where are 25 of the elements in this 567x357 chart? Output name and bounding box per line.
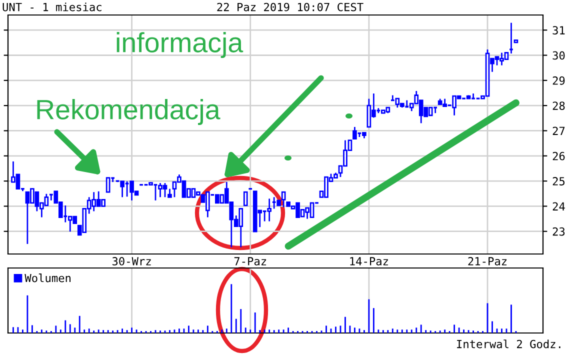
candlestick — [267, 198, 272, 222]
candlestick — [508, 22, 514, 54]
candlestick — [352, 126, 357, 140]
x-tick-label: 30-Wrz — [112, 257, 151, 266]
x-tick-label: 14-Paz — [350, 257, 388, 266]
chart-title: UNT - 1 miesiac — [2, 2, 102, 12]
y-tick-label: 25 — [552, 177, 565, 186]
y-tick-label: 23 — [552, 227, 565, 236]
y-tick-label: 26 — [552, 152, 565, 160]
legend-label: Wolumen — [24, 274, 71, 282]
y-tick-label: 28 — [552, 102, 565, 110]
annotation: informacja — [116, 32, 244, 58]
y-tick-label: 24 — [552, 202, 565, 210]
x-tick-label: 7-Paz — [234, 257, 266, 266]
chart-subtitle: 22 Paz 2019 10:07 CEST — [217, 2, 364, 12]
y-tick-label: 29 — [552, 76, 565, 85]
x-tick-label: 21-Paz — [468, 257, 507, 266]
y-tick-label: 30 — [552, 51, 565, 60]
text: Interwal 2 Godz. — [457, 340, 560, 348]
candlestick — [243, 191, 248, 206]
y-tick-label: 31 — [552, 26, 565, 35]
candlestick — [106, 177, 110, 193]
y-tick-label: 27 — [552, 126, 565, 135]
annotation: Rekomendacja — [37, 99, 220, 125]
candlestick — [120, 180, 124, 198]
